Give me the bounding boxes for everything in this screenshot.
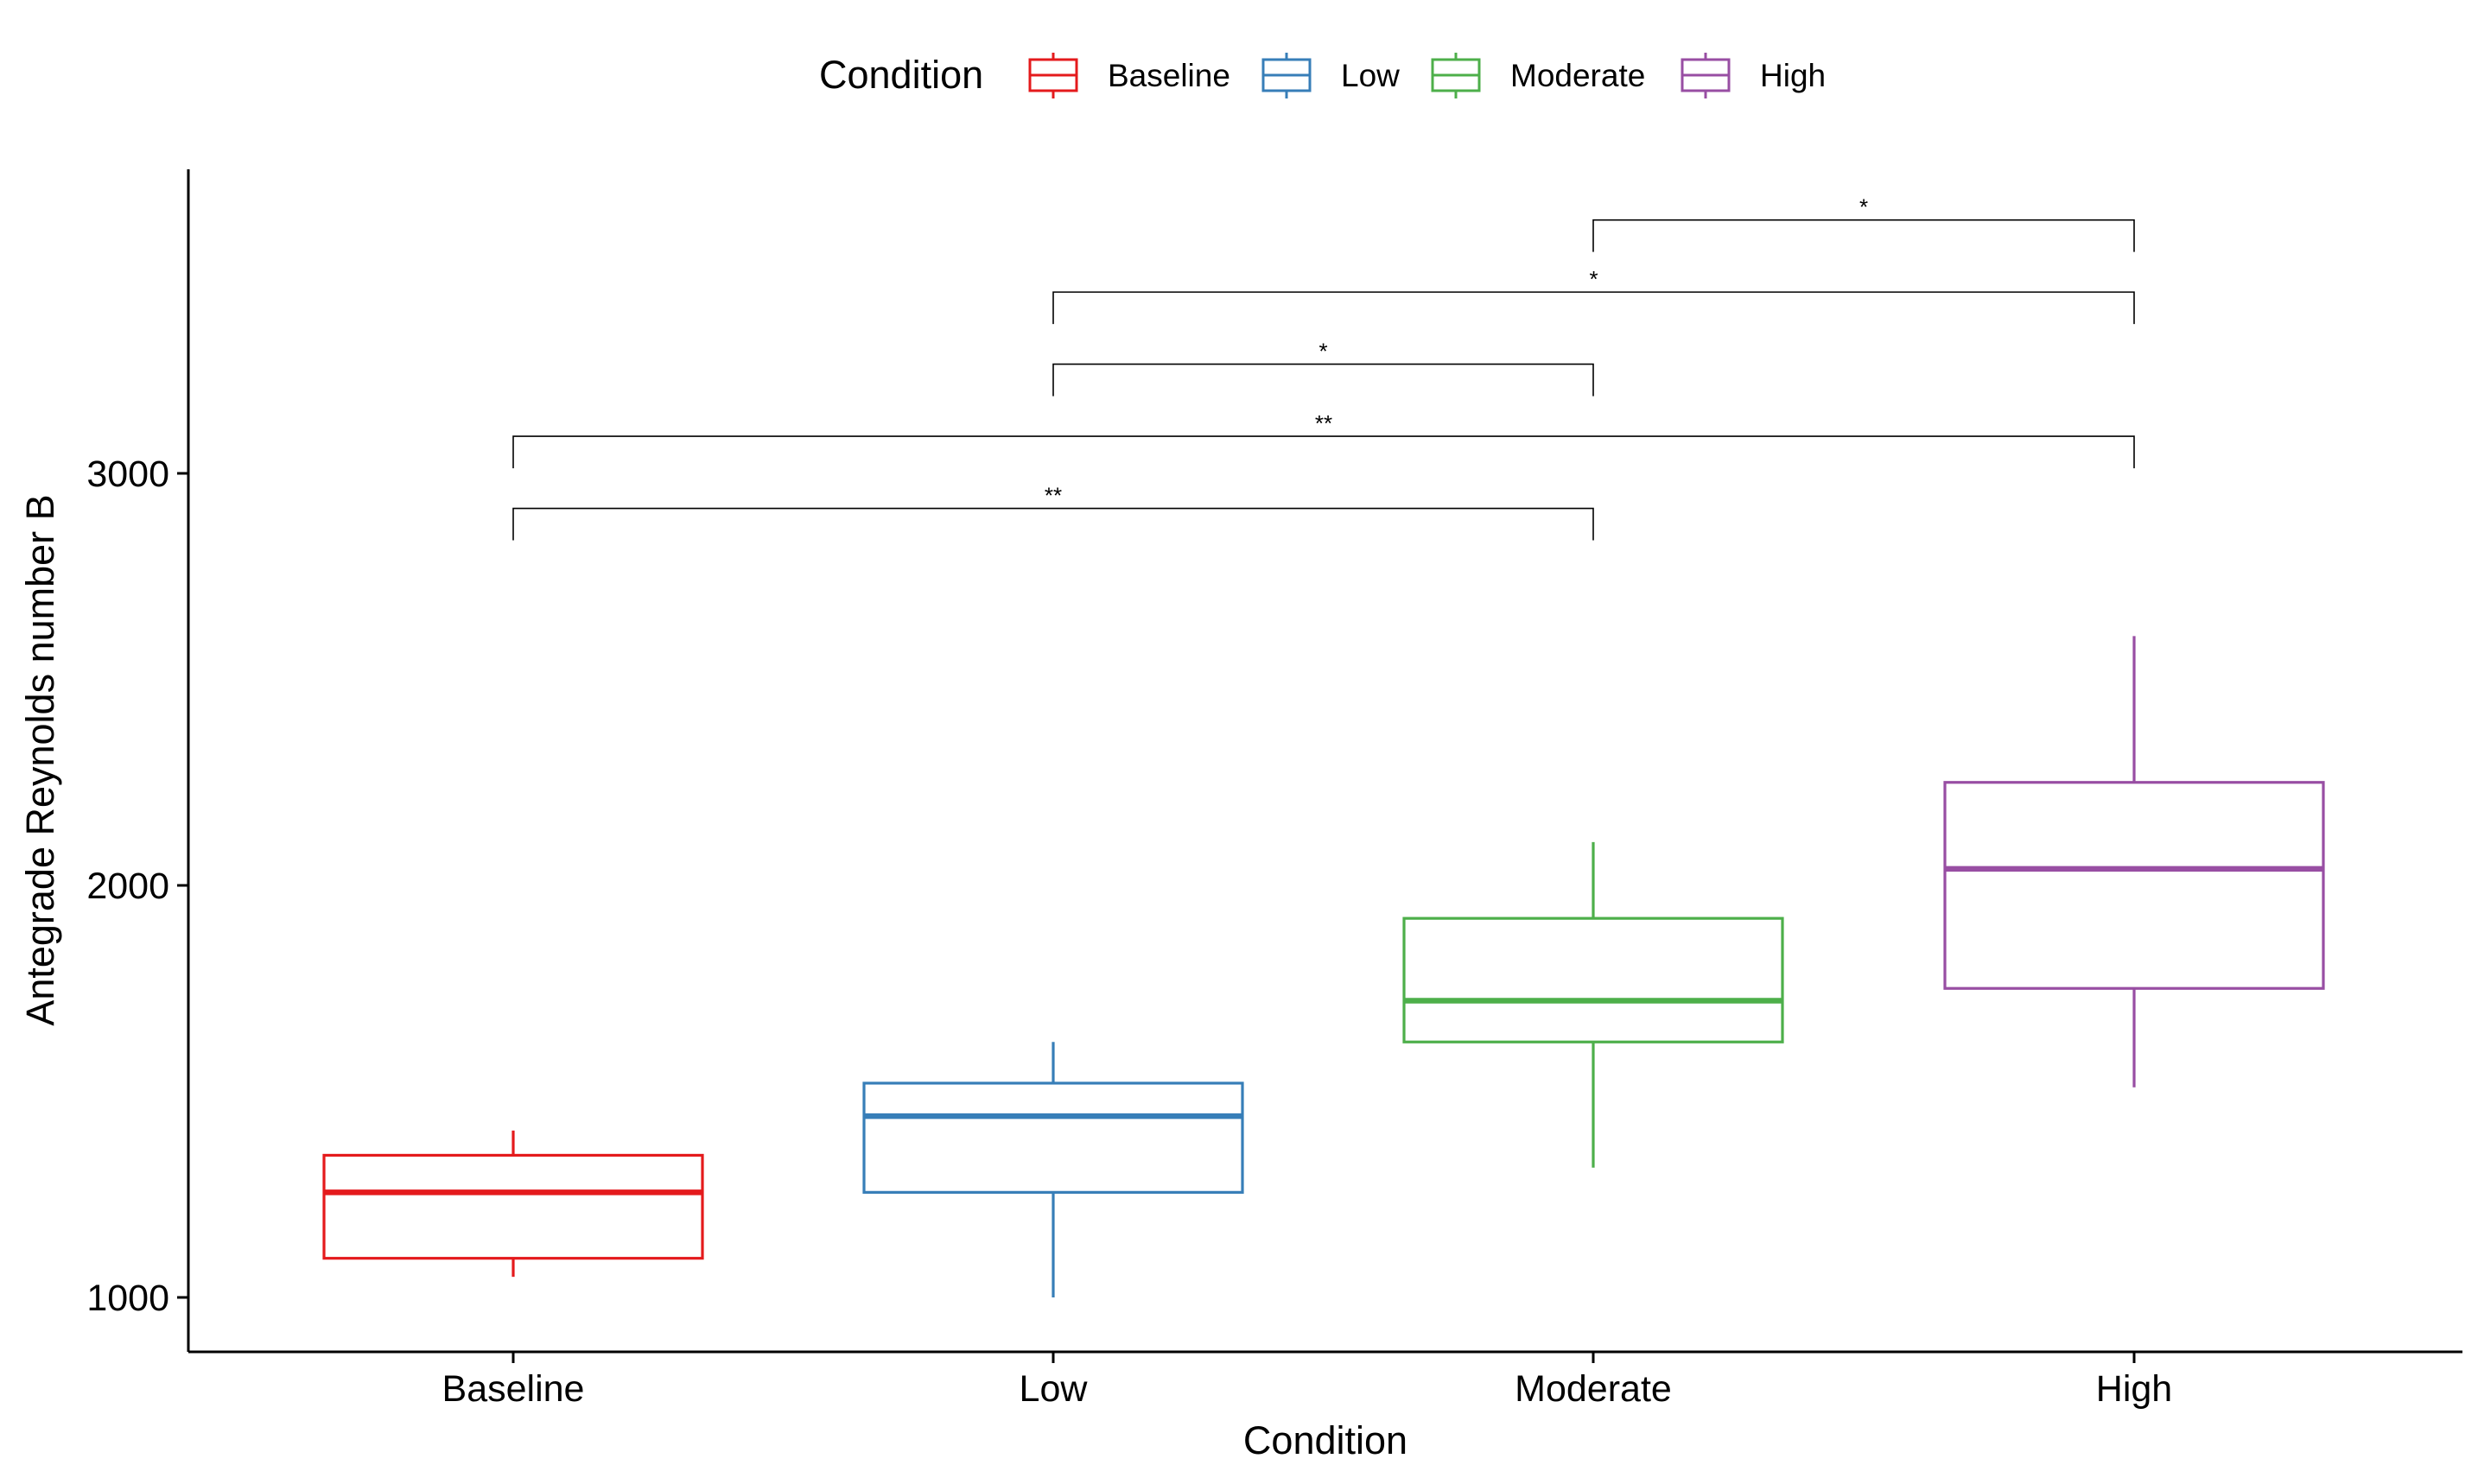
legend-label: Baseline [1108,58,1230,93]
significance-label: ** [1315,410,1332,436]
legend-label: High [1760,58,1826,93]
bracket-line [1592,219,2135,252]
legend-item-baseline: Baseline [1028,53,1230,98]
box-iqr [322,1153,704,1260]
y-axis-ticks: 1000 2000 3000 [86,453,188,1319]
x-tick-label: Baseline [442,1368,585,1410]
legend-keys: Baseline Low Moderate High [1028,53,1826,98]
legend-item-moderate: Moderate [1431,53,1645,98]
significance-bracket: * [1592,194,2135,252]
x-axis-ticks: Baseline Low Moderate High [442,1352,2172,1410]
bracket-line [1052,363,1594,396]
plot-area: ******* [322,194,2325,1297]
significance-label: * [1589,266,1598,292]
significance-bracket: ** [512,483,1594,541]
x-tick-label: Low [1020,1368,1089,1410]
significance-label: * [1859,194,1868,220]
legend-label: Low [1341,58,1400,93]
legend-label: Moderate [1510,58,1645,93]
significance-label: * [1318,339,1327,365]
boxplots [322,636,2325,1297]
y-tick-label: 2000 [86,866,169,907]
legend-item-low: Low [1261,53,1400,98]
x-axis-title: Condition [1243,1418,1407,1462]
significance-bracket: ** [512,410,2135,469]
significance-bracket: * [1052,339,1594,396]
significance-bracket: * [1052,266,2135,325]
legend-item-high: High [1681,53,1826,98]
box-baseline [322,1130,704,1278]
y-axis-title: Antegrade Reynolds number B [18,494,62,1025]
box-moderate [1402,841,1784,1168]
box-high [1943,636,2325,1088]
significance-brackets: ******* [512,194,2135,541]
bracket-line [1052,291,2135,325]
x-tick-label: High [2096,1368,2172,1410]
y-tick-label: 3000 [86,453,169,495]
y-tick-label: 1000 [86,1278,169,1319]
box-low [862,1042,1244,1297]
box-iqr [862,1081,1244,1194]
box-iqr [1943,781,2325,990]
legend: Condition Baseline Low Moderate High [819,53,1826,98]
x-tick-label: Moderate [1515,1368,1672,1410]
bracket-line [512,435,2135,469]
significance-label: ** [1045,483,1062,509]
bracket-line [512,507,1594,541]
box-iqr [1402,916,1784,1043]
legend-title: Condition [819,53,983,97]
